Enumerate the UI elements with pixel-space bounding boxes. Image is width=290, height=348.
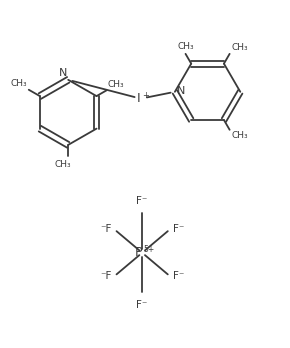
Text: F⁻: F⁻ <box>137 196 148 206</box>
Text: CH₃: CH₃ <box>54 160 71 169</box>
Text: ⁻F: ⁻F <box>100 224 111 234</box>
Text: N: N <box>177 86 186 96</box>
Text: F⁻: F⁻ <box>137 300 148 310</box>
Text: P: P <box>135 246 142 259</box>
Text: CH₃: CH₃ <box>231 43 248 52</box>
Text: ⁻F: ⁻F <box>100 271 111 281</box>
Text: 5+: 5+ <box>143 245 154 254</box>
Text: F⁻: F⁻ <box>173 224 184 234</box>
Text: CH₃: CH₃ <box>11 79 27 88</box>
Text: F⁻: F⁻ <box>173 271 184 281</box>
Text: CH₃: CH₃ <box>231 132 248 141</box>
Text: +: + <box>142 91 149 100</box>
Text: CH₃: CH₃ <box>177 42 194 51</box>
Text: N: N <box>58 68 67 78</box>
Text: CH₃: CH₃ <box>108 80 124 89</box>
Text: I: I <box>137 92 141 105</box>
